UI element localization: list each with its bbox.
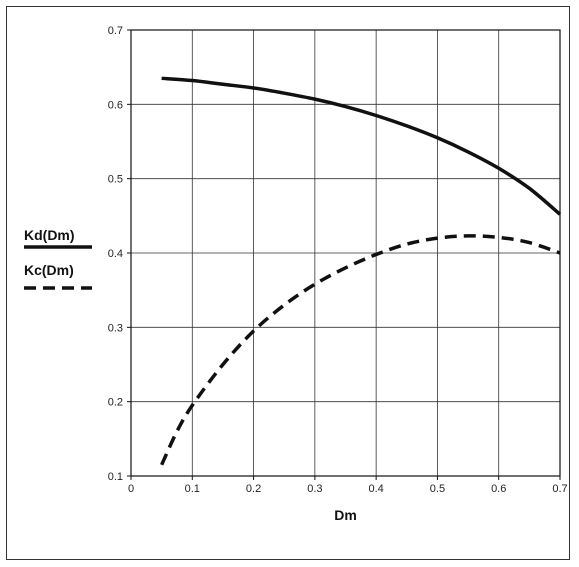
series-line-kd	[161, 76, 562, 216]
x-tick-label: 0.3	[307, 483, 322, 495]
y-tick-label: 0.5	[108, 174, 123, 186]
y-axis-ticks: 0.1 0.2 0.3 0.4 0.5 0.6 0.7	[108, 25, 131, 483]
series-line-kc	[160, 234, 561, 466]
y-tick-label: 0.7	[108, 25, 123, 37]
x-tick-label: 0.1	[185, 483, 200, 495]
x-tick-label: 0.4	[368, 483, 383, 495]
y-tick-label: 0.1	[108, 471, 123, 483]
legend: Kd(Dm) Kc(Dm)	[24, 227, 92, 290]
x-tick-label: 0.5	[430, 483, 445, 495]
x-tick-label: 0.7	[552, 483, 567, 495]
legend-label-kc: Kc(Dm)	[24, 262, 74, 278]
legend-label-kd: Kd(Dm)	[24, 227, 75, 243]
y-tick-label: 0.3	[108, 322, 123, 334]
x-tick-label: 0.2	[246, 483, 261, 495]
x-tick-label: 0	[128, 483, 134, 495]
grid-lines	[130, 29, 561, 477]
y-tick-label: 0.2	[108, 397, 123, 409]
y-tick-label: 0.4	[108, 248, 123, 260]
x-tick-label: 0.6	[491, 483, 506, 495]
chart-frame	[6, 6, 570, 560]
x-axis-label: Dm	[334, 507, 357, 523]
series-layer	[160, 76, 562, 466]
y-tick-label: 0.6	[108, 99, 123, 111]
x-axis-ticks: 0 0.1 0.2 0.3 0.4 0.5 0.6 0.7	[128, 476, 568, 495]
